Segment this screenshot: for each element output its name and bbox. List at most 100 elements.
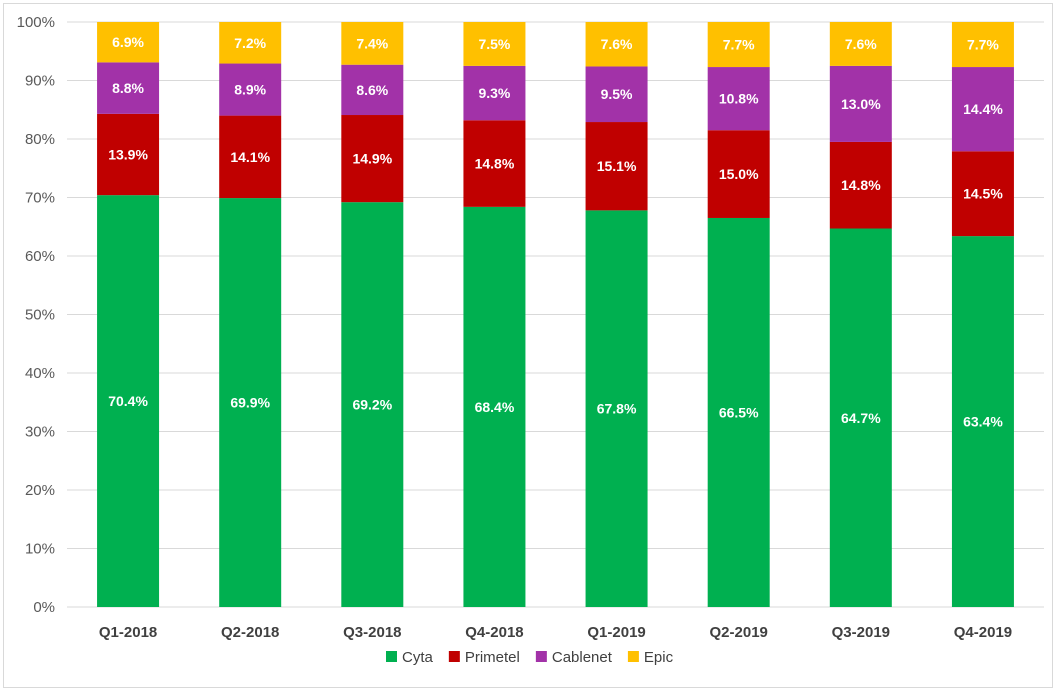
data-label: 15.0% [719,166,759,182]
bars [97,22,1014,608]
legend-label: Primetel [465,649,520,666]
bar-segment-epic-q2-2018 [219,22,282,64]
data-label: 10.8% [719,91,759,107]
data-label: 14.9% [352,151,392,167]
bar-segment-cablenet-q1-2019 [585,66,648,123]
legend-item-cablenet: Cablenet [535,649,613,666]
bar-segment-cablenet-q3-2019 [829,65,892,142]
data-label: 7.2% [234,35,266,51]
bar-segment-primetel-q4-2019 [951,151,1014,237]
x-tick-label: Q4-2018 [465,624,523,641]
bar-segment-cablenet-q4-2019 [951,67,1014,152]
legend-swatch [535,651,547,662]
legend-label: Epic [644,649,674,666]
legend-label: Cyta [402,649,434,666]
stacked-bar-chart: 0% 10% 20% 30% 40% 50% 60% 70% 80% 90% 100% 70.4% 1… [17,14,1044,666]
bar-segment-epic-q1-2018 [97,22,160,63]
bar-segment-cyta-q2-2019 [707,217,770,607]
data-label: 15.1% [597,158,637,174]
data-label: 7.7% [967,37,999,53]
y-tick-label: 50% [25,307,55,324]
data-label: 7.7% [723,37,755,53]
y-tick-label: 70% [25,190,55,207]
data-label: 14.4% [963,101,1003,117]
x-tick-label: Q2-2018 [221,624,279,641]
legend: Cyta Primetel Cablenet Epic [386,649,674,666]
data-label: 8.6% [356,82,388,98]
x-axis: Q1-2018 Q2-2018 Q3-2018 Q4-2018 Q1-2019 Q2-20… [99,624,1012,641]
data-label: 69.9% [230,395,270,411]
x-tick-label: Q1-2019 [587,624,645,641]
data-label: 9.5% [601,86,633,102]
bar-segment-cyta-q1-2018 [97,195,160,607]
legend-swatch [448,651,460,662]
bar-segment-primetel-q2-2018 [219,115,282,199]
bar-segment-primetel-q1-2019 [585,122,648,211]
bar-segment-epic-q4-2019 [951,22,1014,68]
data-label: 13.0% [841,96,881,112]
data-label: 14.8% [475,156,515,172]
y-axis: 0% 10% 20% 30% 40% 50% 60% 70% 80% 90% 100% [17,14,55,616]
data-label: 14.5% [963,186,1003,202]
data-label: 7.6% [601,36,633,52]
data-label: 7.5% [478,36,510,52]
legend-swatch [386,651,397,662]
x-tick-label: Q2-2019 [710,624,768,641]
data-label: 63.4% [963,414,1003,430]
legend-swatch [627,651,639,662]
bar-segment-cyta-q4-2019 [951,236,1014,608]
bar-segment-cyta-q3-2018 [341,202,404,607]
data-label: 7.6% [845,36,877,52]
data-label: 8.8% [112,80,144,96]
data-label: 6.9% [112,34,144,50]
legend-label: Cablenet [552,649,613,666]
bar-segment-epic-q2-2019 [707,22,770,68]
bar-segment-primetel-q3-2019 [829,141,892,229]
bar-segment-cablenet-q2-2018 [219,63,282,116]
bar-segment-primetel-q2-2019 [707,130,770,218]
y-tick-label: 60% [25,248,55,265]
data-label: 13.9% [108,147,148,163]
bar-segment-cyta-q4-2018 [463,206,526,608]
y-tick-label: 0% [33,599,55,616]
bar-segment-epic-q1-2019 [585,22,648,67]
y-tick-label: 10% [25,541,55,558]
x-tick-label: Q4-2019 [954,624,1012,641]
bar-segment-cyta-q2-2018 [219,198,282,607]
chart-frame: 0% 10% 20% 30% 40% 50% 60% 70% 80% 90% 100% 70.4% 1… [3,3,1053,688]
x-tick-label: Q3-2018 [343,624,401,641]
bar-segment-cablenet-q3-2018 [341,64,404,116]
bar-segment-epic-q3-2018 [341,22,404,65]
data-label: 14.8% [841,177,881,193]
x-tick-label: Q1-2018 [99,624,157,641]
y-tick-label: 80% [25,131,55,148]
data-label: 64.7% [841,410,881,426]
y-tick-label: 100% [17,14,55,31]
y-tick-label: 30% [25,424,55,441]
y-tick-label: 40% [25,365,55,382]
legend-item-epic: Epic [627,649,674,666]
data-label: 70.4% [108,393,148,409]
y-tick-label: 90% [25,73,55,90]
data-label: 14.1% [230,149,270,165]
data-labels: 70.4% 13.9% 8.8% 6.9% 69.9% 14.1% 8.9% 7.2% 69.2… [108,34,1003,429]
bar-segment-epic-q3-2019 [829,22,892,66]
bar-segment-cyta-q3-2019 [829,228,892,607]
bar-segment-cablenet-q2-2019 [707,67,770,131]
bar-segment-cyta-q1-2019 [585,210,648,607]
data-label: 66.5% [719,404,759,420]
bar-segment-cablenet-q4-2018 [463,65,526,121]
bar-segment-cablenet-q1-2018 [97,62,160,114]
gridlines [67,21,1044,608]
x-tick-label: Q3-2019 [832,624,890,641]
data-label: 69.2% [352,397,392,413]
data-label: 7.4% [356,35,388,51]
bar-segment-primetel-q1-2018 [97,113,160,196]
legend-item-primetel: Primetel [448,649,520,666]
data-label: 67.8% [597,401,637,417]
data-label: 68.4% [475,399,515,415]
data-label: 8.9% [234,82,266,98]
bar-segment-epic-q4-2018 [463,22,526,66]
bar-segment-primetel-q3-2018 [341,115,404,203]
y-tick-label: 20% [25,482,55,499]
